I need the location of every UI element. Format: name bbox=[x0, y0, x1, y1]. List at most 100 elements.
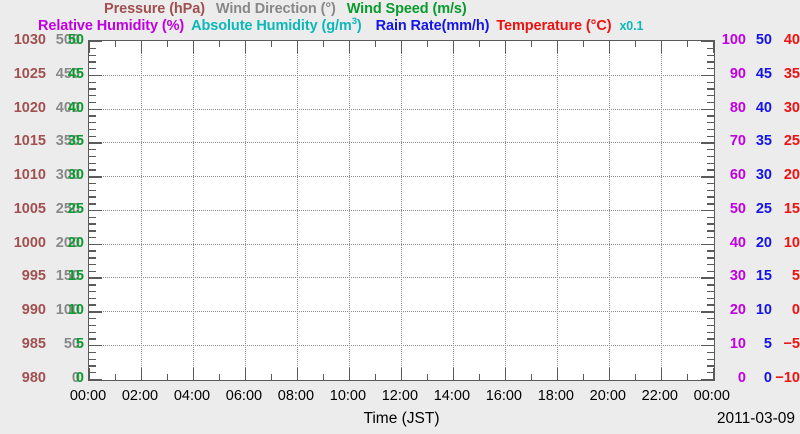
y-tick-label-relative-humidity: 40 bbox=[729, 234, 746, 251]
y-tick-label-relative-humidity: 80 bbox=[729, 99, 746, 116]
tick-minor-y bbox=[89, 284, 96, 286]
legend-absolute-humidity-text: Absolute Humidity (g/m bbox=[191, 18, 352, 34]
tick-minor-y bbox=[89, 101, 96, 104]
tick-minor-x bbox=[166, 41, 169, 47]
y-tick-label-wind-speed: 25 bbox=[67, 200, 84, 217]
tick-minor-y bbox=[89, 257, 96, 259]
y-tick-label-temperature: 20 bbox=[783, 167, 800, 184]
tick-minor-y bbox=[707, 182, 714, 185]
y-tick-label-rain-rate: 30 bbox=[755, 167, 772, 184]
gridline-horizontal bbox=[89, 345, 714, 347]
y-tick-label-relative-humidity: 50 bbox=[729, 200, 746, 217]
tick-minor-y bbox=[89, 61, 96, 63]
y-tick-label-temperature: 35 bbox=[783, 65, 800, 82]
tick-major-x bbox=[192, 368, 195, 380]
tick-minor-y bbox=[89, 155, 96, 158]
tick-major-y bbox=[89, 311, 102, 313]
tick-minor-x bbox=[634, 41, 637, 47]
y-tick-label-pressure: 1020 bbox=[13, 99, 46, 116]
y-tick-label-pressure: 1000 bbox=[13, 234, 46, 251]
gridline-vertical bbox=[400, 41, 402, 380]
y-tick-label-temperature: 5 bbox=[791, 268, 800, 285]
gridline-horizontal bbox=[89, 74, 714, 76]
y-tick-label-wind-speed: 40 bbox=[67, 99, 84, 116]
y-tick-label-wind-direction: 250 bbox=[55, 200, 80, 217]
tick-minor-x bbox=[582, 41, 585, 47]
y-tick-label-relative-humidity: 30 bbox=[729, 268, 746, 285]
gridline-vertical bbox=[348, 41, 350, 380]
tick-minor-y bbox=[707, 223, 714, 225]
tick-major-x bbox=[452, 41, 455, 53]
tick-minor-y bbox=[89, 135, 96, 137]
tick-minor-x bbox=[478, 41, 481, 47]
tick-minor-y bbox=[89, 182, 96, 185]
tick-major-y bbox=[701, 176, 714, 178]
tick-minor-y bbox=[707, 351, 714, 354]
tick-major-y bbox=[89, 74, 102, 77]
y-tick-label-rain-rate: 35 bbox=[755, 133, 772, 150]
tick-minor-y bbox=[89, 203, 96, 205]
gridline-vertical bbox=[192, 41, 194, 380]
tick-major-x bbox=[244, 368, 247, 380]
tick-major-x bbox=[400, 41, 403, 53]
legend-relative-humidity: Relative Humidity (%) bbox=[38, 18, 185, 34]
tick-major-y bbox=[701, 311, 714, 313]
legend-absolute-humidity: Absolute Humidity (g/m3) bbox=[191, 17, 362, 34]
tick-major-x bbox=[348, 368, 351, 380]
tick-minor-y bbox=[89, 169, 96, 171]
tick-minor-y bbox=[707, 331, 714, 333]
tick-minor-y bbox=[89, 365, 96, 367]
tick-minor-y bbox=[707, 47, 714, 50]
tick-major-x bbox=[192, 41, 195, 53]
tick-minor-y bbox=[89, 54, 96, 56]
gridline-horizontal bbox=[89, 209, 714, 211]
tick-minor-y bbox=[89, 270, 96, 273]
tick-minor-x bbox=[634, 374, 637, 380]
tick-major-x bbox=[89, 41, 91, 53]
tick-minor-y bbox=[707, 365, 714, 367]
tick-major-y bbox=[701, 277, 714, 279]
y-tick-label-rain-rate: 45 bbox=[755, 65, 772, 82]
tick-minor-x bbox=[686, 374, 689, 380]
legend-wind-speed: Wind Speed (m/s) bbox=[346, 1, 467, 17]
tick-minor-y bbox=[89, 95, 96, 97]
tick-major-x bbox=[452, 368, 455, 380]
y-tick-label-wind-speed: 35 bbox=[67, 133, 84, 150]
tick-minor-y bbox=[707, 250, 714, 252]
y-tick-label-wind-speed: 30 bbox=[67, 167, 84, 184]
tick-minor-x bbox=[478, 374, 481, 380]
tick-major-y bbox=[89, 176, 102, 178]
tick-minor-y bbox=[89, 162, 96, 164]
y-tick-label-rain-rate: 15 bbox=[755, 268, 772, 285]
tick-minor-y bbox=[89, 88, 96, 90]
tick-major-x bbox=[140, 368, 143, 380]
x-tick-label: 06:00 bbox=[225, 388, 263, 404]
tick-minor-y bbox=[707, 358, 714, 360]
tick-major-y bbox=[701, 378, 714, 381]
tick-major-x bbox=[712, 368, 715, 380]
gridline-vertical bbox=[504, 41, 506, 380]
tick-minor-y bbox=[707, 230, 714, 232]
tick-minor-y bbox=[89, 115, 96, 117]
x-tick-label: 00:00 bbox=[693, 388, 730, 404]
y-tick-label-relative-humidity: 100 bbox=[721, 32, 746, 48]
tick-minor-y bbox=[707, 318, 714, 320]
tick-major-y bbox=[89, 243, 102, 246]
tick-minor-x bbox=[530, 41, 533, 47]
y-tick-label-relative-humidity: 90 bbox=[729, 65, 746, 82]
tick-major-y bbox=[89, 378, 102, 381]
tick-minor-y bbox=[707, 128, 714, 131]
tick-minor-y bbox=[89, 338, 96, 340]
y-tick-label-wind-speed: 20 bbox=[67, 234, 84, 251]
tick-minor-y bbox=[89, 331, 96, 333]
tick-minor-y bbox=[707, 297, 714, 300]
tick-minor-x bbox=[166, 374, 169, 380]
tick-minor-x bbox=[322, 374, 325, 380]
gridline-vertical bbox=[296, 41, 298, 380]
tick-major-x bbox=[660, 41, 663, 53]
y-tick-label-wind-speed: 10 bbox=[67, 302, 84, 319]
tick-major-y bbox=[701, 243, 714, 246]
y-tick-label-rain-rate: 0 bbox=[763, 369, 772, 386]
gridline-horizontal bbox=[89, 108, 714, 110]
